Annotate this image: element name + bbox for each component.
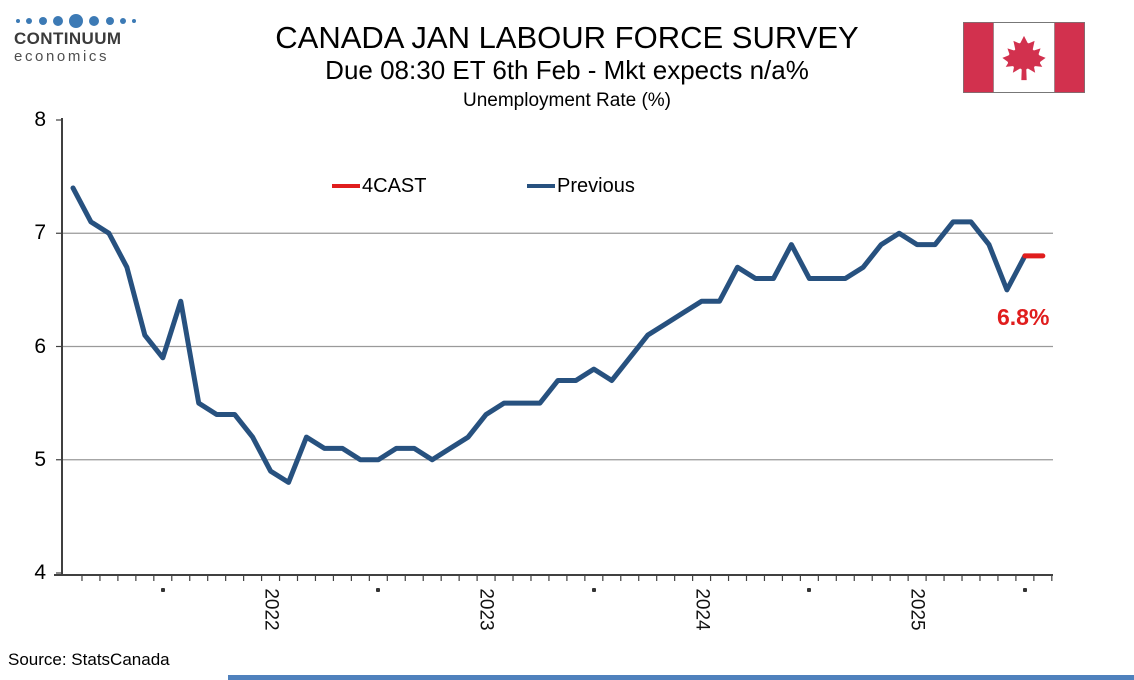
x-year-label: 2025 — [906, 588, 928, 631]
chart-title: Unemployment Rate (%) — [462, 89, 672, 111]
legend-item-4cast: 4CAST — [332, 174, 426, 198]
legend-label-previous: Previous — [557, 174, 635, 197]
x-year-label: 2022 — [260, 588, 282, 631]
y-tick-label: 6 — [34, 334, 46, 358]
legend-label-4cast: 4CAST — [362, 174, 427, 197]
x-dot-label — [160, 588, 165, 592]
maple-leaf-icon — [1002, 35, 1046, 81]
logo-dot-icon — [16, 19, 20, 23]
x-dot-label — [1022, 588, 1027, 592]
y-tick-label: 7 — [34, 221, 46, 245]
legend-swatch-previous-icon — [527, 183, 555, 189]
page-title: CANADA JAN LABOUR FORCE SURVEY — [275, 20, 859, 55]
footer-bar — [228, 675, 1134, 680]
x-dot-label — [376, 588, 381, 592]
source-note: Source: StatsCanada — [8, 650, 170, 669]
logo-dots-icon — [14, 12, 138, 30]
logo-dot-icon — [119, 18, 126, 24]
logo-dot-icon — [132, 19, 136, 23]
x-dot-label — [591, 588, 596, 592]
x-dot-label — [807, 588, 812, 592]
logo-dot-icon — [105, 17, 114, 25]
previous-line — [70, 185, 1028, 485]
logo-dot-icon — [89, 16, 100, 26]
logo-dot-icon — [52, 16, 63, 26]
logo-subbrand: economics — [14, 47, 110, 65]
y-tick-label: 8 — [34, 108, 46, 131]
page-subtitle: Due 08:30 ET 6th Feb - Mkt expects n/a% — [325, 54, 809, 85]
logo-brand: CONTINUUM — [14, 29, 122, 48]
continuum-logo: CONTINUUM economics — [14, 12, 138, 65]
legend-item-previous: Previous — [527, 174, 635, 198]
y-tick-label: 5 — [34, 447, 46, 471]
legend-swatch-4cast-icon — [332, 183, 360, 189]
canada-flag-icon — [963, 22, 1085, 93]
y-tick-label: 4 — [34, 561, 46, 584]
header: CANADA JAN LABOUR FORCE SURVEY Due 08:30… — [0, 0, 1134, 112]
x-year-label: 2024 — [691, 588, 713, 631]
x-year-label: 2023 — [475, 588, 497, 631]
logo-dot-icon — [38, 17, 47, 25]
forecast-annotation: 6.8% — [997, 304, 1050, 330]
logo-dot-icon — [69, 14, 83, 28]
logo-dot-icon — [26, 18, 33, 24]
